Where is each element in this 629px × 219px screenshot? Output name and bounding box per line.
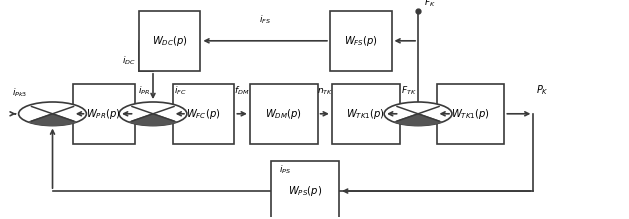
Circle shape <box>19 102 86 126</box>
Text: $i_{FS}$: $i_{FS}$ <box>259 13 271 26</box>
Text: $i_{FC}$: $i_{FC}$ <box>174 84 186 97</box>
Text: $P_K$: $P_K$ <box>537 83 549 97</box>
Circle shape <box>119 102 187 126</box>
Bar <box>139 11 201 71</box>
Wedge shape <box>394 114 442 125</box>
Text: $i_{DC}$: $i_{DC}$ <box>122 54 136 67</box>
Bar <box>271 161 339 219</box>
Text: $F_K$: $F_K$ <box>424 0 436 9</box>
Text: $W_{PR}(p)$: $W_{PR}(p)$ <box>86 107 121 121</box>
Bar <box>173 84 235 144</box>
Text: $W_{TK1}(p)$: $W_{TK1}(p)$ <box>451 107 490 121</box>
Text: $n_{TK}$: $n_{TK}$ <box>316 86 333 97</box>
Wedge shape <box>29 114 76 125</box>
Text: $i_{PS}$: $i_{PS}$ <box>279 164 292 176</box>
Bar <box>73 84 135 144</box>
Text: $W_{FS}(p)$: $W_{FS}(p)$ <box>343 34 378 48</box>
Text: $W_{FC}(p)$: $W_{FC}(p)$ <box>186 107 221 121</box>
Text: $W_{DM}(p)$: $W_{DM}(p)$ <box>265 107 302 121</box>
Bar <box>330 11 391 71</box>
Bar <box>331 84 399 144</box>
Text: $i_{Pk3}$: $i_{Pk3}$ <box>13 86 28 99</box>
Text: $W_{PS}(p)$: $W_{PS}(p)$ <box>288 184 322 198</box>
Text: $F_{TK}$: $F_{TK}$ <box>401 84 416 97</box>
Circle shape <box>384 102 452 126</box>
Text: $W_{TK1}(p)$: $W_{TK1}(p)$ <box>346 107 385 121</box>
Wedge shape <box>130 114 177 125</box>
Text: $f_{DM}$: $f_{DM}$ <box>235 84 250 97</box>
Text: $W_{DC}(p)$: $W_{DC}(p)$ <box>152 34 187 48</box>
Text: $i_{PR}$: $i_{PR}$ <box>138 84 150 97</box>
Bar <box>437 84 504 144</box>
Bar <box>250 84 318 144</box>
